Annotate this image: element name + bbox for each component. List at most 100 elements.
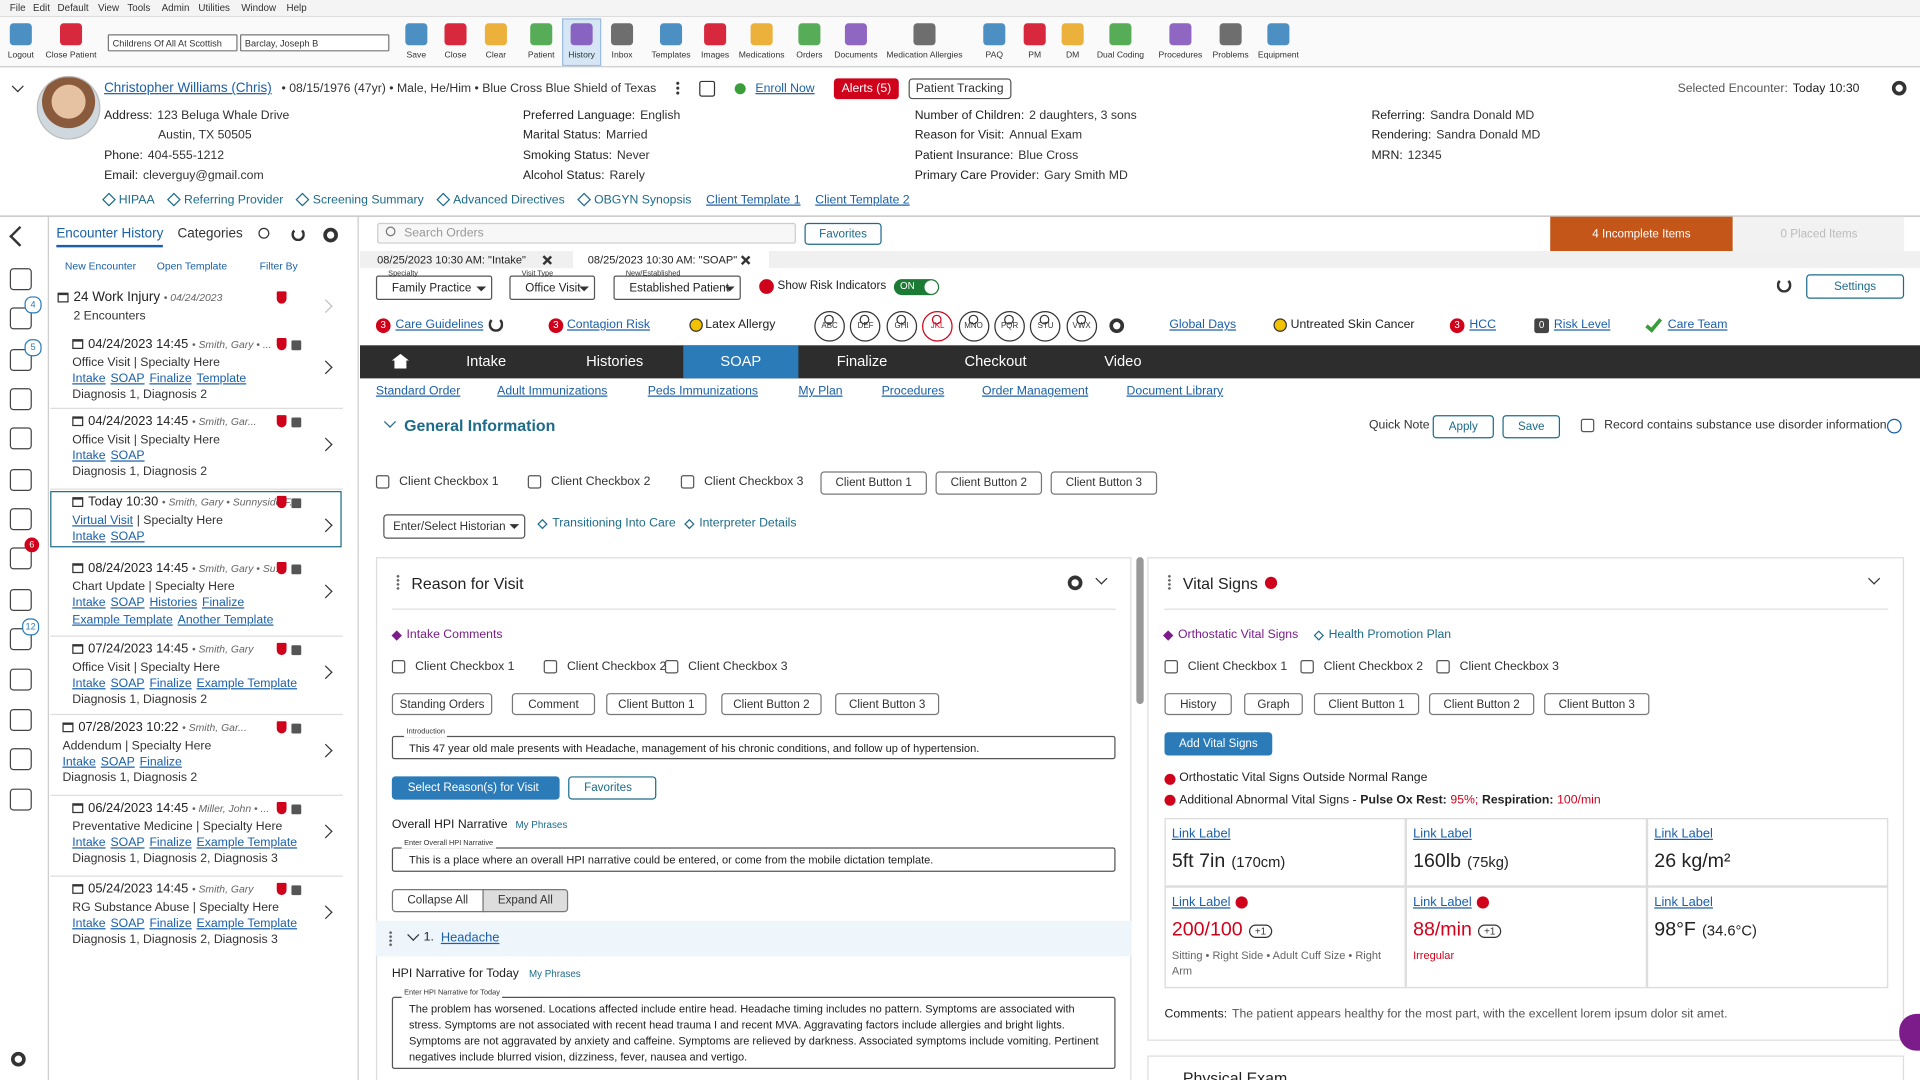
encounter-link[interactable]: Intake — [72, 530, 106, 544]
patient-link[interactable]: Screening Summary — [312, 192, 424, 207]
history-tab[interactable]: Categories — [177, 226, 243, 242]
checkbox[interactable] — [1164, 660, 1178, 674]
item-link[interactable]: Headache — [440, 930, 500, 946]
collapse-all[interactable]: Collapse All — [391, 888, 484, 913]
alerts-button[interactable]: Alerts (5) — [834, 77, 899, 99]
checkbox[interactable] — [375, 475, 390, 489]
encounter-link[interactable]: Intake — [72, 596, 106, 610]
nav-icon[interactable] — [9, 388, 32, 411]
toolbar-button[interactable]: PAQ — [985, 51, 1004, 61]
toolbar-button[interactable]: Images — [701, 51, 730, 61]
encounter-link[interactable]: Histories — [149, 596, 198, 610]
encounter-link[interactable]: Finalize — [139, 755, 182, 769]
vitals-button[interactable]: Client Button 3 — [1544, 693, 1650, 716]
vitals-button[interactable]: History — [1164, 693, 1232, 716]
sub-link[interactable]: Adult Immunizations — [497, 384, 608, 398]
toolbar-button[interactable]: Problems — [1212, 51, 1249, 61]
indicator[interactable]: Risk Level — [1553, 318, 1611, 332]
tile-label[interactable]: Link Label — [1171, 895, 1231, 910]
history-action[interactable]: Filter By — [259, 259, 298, 272]
tile-label[interactable]: Link Label — [1654, 826, 1713, 842]
toolbar-button[interactable]: Close Patient — [45, 51, 97, 61]
client-button[interactable]: Client Button 2 — [935, 471, 1043, 495]
encounter-link[interactable]: Example Template — [72, 612, 173, 627]
enroll-link[interactable]: Enroll Now — [755, 81, 815, 95]
tab-label[interactable]: 08/25/2023 10:30 AM: "SOAP" — [587, 253, 738, 266]
encounter-link[interactable]: SOAP — [110, 372, 145, 386]
encounter-link[interactable]: Finalize — [149, 917, 192, 931]
patient-link[interactable]: Referring Provider — [184, 192, 284, 207]
encounter-link[interactable]: Intake — [72, 372, 106, 386]
toolbar-button[interactable]: Orders — [796, 51, 823, 61]
checkbox[interactable] — [1436, 660, 1450, 674]
toolbar-button[interactable]: Documents — [834, 51, 878, 61]
tile-label[interactable]: Link Label — [1413, 826, 1472, 842]
checkbox[interactable] — [1580, 418, 1595, 433]
phrases-link[interactable]: My Phrases — [515, 819, 568, 831]
tab-label[interactable]: 08/25/2023 10:30 AM: "Intake" — [377, 253, 526, 266]
menu-item[interactable]: View — [97, 2, 120, 14]
nav-icon[interactable] — [9, 348, 32, 372]
nav-icon[interactable] — [9, 307, 32, 330]
encounter-link[interactable]: SOAP — [110, 917, 145, 931]
sub-link[interactable]: Document Library — [1126, 384, 1224, 398]
encounter-link[interactable]: Finalize — [149, 372, 192, 386]
filter-value[interactable]: Office Visit — [525, 281, 581, 296]
nav-icon[interactable] — [9, 427, 32, 450]
toolbar-button[interactable]: Dual Coding — [1096, 51, 1145, 61]
sub-link[interactable]: Procedures — [881, 384, 945, 398]
patient-name[interactable]: Christopher Williams (Chris) — [104, 80, 272, 96]
encounter-link[interactable]: SOAP — [110, 596, 145, 610]
vitals-button[interactable]: Client Button 2 — [1428, 693, 1535, 716]
toolbar-button[interactable]: PM — [1028, 51, 1042, 61]
nav-icon[interactable] — [9, 748, 32, 771]
tile-label[interactable]: Link Label — [1413, 895, 1472, 910]
encounter-link[interactable]: SOAP — [110, 836, 145, 850]
patient-link[interactable]: Client Template 2 — [815, 192, 910, 207]
sub-link[interactable]: Order Management — [982, 384, 1089, 398]
checkbox[interactable] — [664, 660, 679, 674]
nav-tab[interactable]: Intake — [466, 352, 507, 370]
nav-icon[interactable] — [9, 508, 32, 531]
encounter-link[interactable]: SOAP — [110, 530, 145, 544]
historian-select[interactable]: Enter/Select Historian — [383, 514, 526, 539]
menu-item[interactable]: Window — [241, 2, 277, 14]
expand-all[interactable]: Expand All — [482, 888, 569, 913]
phrases-link[interactable]: My Phrases — [528, 968, 581, 980]
apply-button[interactable]: Apply — [1432, 415, 1494, 439]
favorites-dropdown[interactable]: Favorites — [568, 776, 657, 800]
nav-icon[interactable] — [9, 788, 32, 811]
toolbar-button[interactable]: Clear — [485, 51, 507, 61]
reason-button[interactable]: Client Button 3 — [835, 693, 940, 716]
menu-item[interactable]: Tools — [127, 2, 151, 14]
checkbox[interactable] — [1300, 660, 1314, 674]
menu-item[interactable]: Edit — [33, 2, 50, 14]
patient-link[interactable]: OBGYN Synopsis — [594, 192, 692, 207]
toolbar-button[interactable]: Inbox — [611, 51, 633, 61]
nav-icon[interactable] — [9, 708, 32, 732]
checkbox[interactable] — [680, 475, 695, 489]
nav-icon[interactable] — [9, 268, 32, 291]
indicator[interactable]: Contagion Risk — [566, 318, 650, 332]
vitals-button[interactable]: Client Button 1 — [1313, 693, 1420, 716]
client-button[interactable]: Client Button 1 — [820, 471, 927, 495]
toolbar-button[interactable]: Templates — [651, 51, 691, 61]
encounter-link[interactable]: Finalize — [149, 836, 192, 850]
org-select[interactable]: Childrens Of All At Scottish — [107, 34, 238, 52]
indicator[interactable]: Global Days — [1169, 318, 1237, 332]
toolbar-button[interactable]: Medication Allergies — [886, 51, 963, 61]
encounter-link[interactable]: Template — [196, 372, 247, 386]
encounter-link[interactable]: Another Template — [177, 612, 274, 627]
toolbar-button[interactable]: Close — [444, 51, 467, 61]
toggle-label[interactable]: ON — [900, 280, 915, 292]
sub-link[interactable]: Standard Order — [375, 384, 461, 398]
toolbar-button[interactable]: Save — [406, 51, 427, 61]
toolbar-button[interactable]: Equipment — [1257, 51, 1299, 61]
encounter-link[interactable]: Intake — [72, 917, 106, 931]
toolbar-button[interactable]: Medications — [738, 51, 785, 61]
toolbar-button[interactable]: Procedures — [1158, 51, 1203, 61]
encounter-link[interactable]: SOAP — [110, 449, 145, 463]
nav-tab[interactable]: Checkout — [964, 352, 1027, 370]
incomplete-items[interactable]: 4 Incomplete Items — [1550, 216, 1733, 252]
vitals-button[interactable]: Graph — [1244, 693, 1303, 716]
